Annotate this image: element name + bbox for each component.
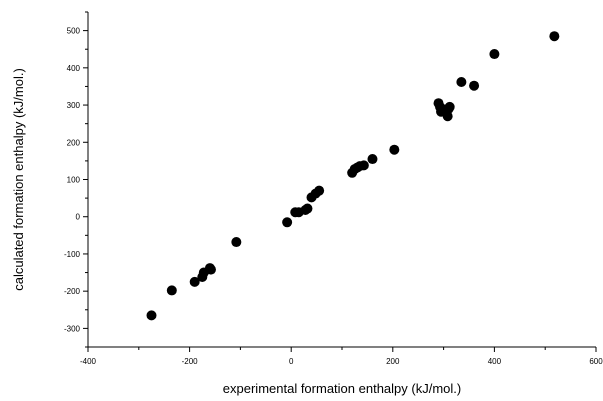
data-point xyxy=(204,263,215,274)
x-axis-ticks: -400 -200 0 200 400 600 xyxy=(80,347,603,366)
data-point xyxy=(189,276,200,287)
plot-area xyxy=(87,12,596,348)
x-tick-label: -400 xyxy=(80,357,97,366)
x-tick-label: 200 xyxy=(386,357,400,366)
y-tick-label: 100 xyxy=(67,176,81,185)
data-points xyxy=(146,31,560,321)
x-tick-label: 400 xyxy=(488,357,502,366)
y-axis-title: calculated formation enthalpy (kJ/mol.) xyxy=(11,68,26,291)
y-tick-label: -100 xyxy=(64,250,81,259)
x-tick-label: 0 xyxy=(289,357,294,366)
x-tick-label: -200 xyxy=(182,357,199,366)
y-axis-ticks: -300 -200 -100 0 100 200 300 400 500 xyxy=(64,11,88,348)
data-point xyxy=(389,144,400,155)
data-point xyxy=(456,76,467,87)
y-tick-label: -300 xyxy=(64,324,81,333)
data-point xyxy=(146,310,157,321)
data-point xyxy=(549,31,560,42)
data-point xyxy=(444,101,455,112)
data-point xyxy=(442,111,453,122)
data-point xyxy=(367,154,378,165)
data-point xyxy=(314,185,325,196)
data-point xyxy=(166,285,177,296)
y-tick-label: 300 xyxy=(67,101,81,110)
x-tick-label: 600 xyxy=(589,357,603,366)
y-tick-label: 200 xyxy=(67,138,81,147)
y-tick-label: 0 xyxy=(76,213,81,222)
y-tick-label: 400 xyxy=(67,64,81,73)
x-axis-title: experimental formation enthalpy (kJ/mol.… xyxy=(223,381,461,396)
data-point xyxy=(302,203,313,214)
data-point xyxy=(469,80,480,91)
y-tick-label: 500 xyxy=(67,27,81,36)
data-point xyxy=(358,160,369,171)
data-point xyxy=(231,237,242,248)
data-point xyxy=(282,217,293,228)
data-point xyxy=(489,49,500,60)
y-tick-label: -200 xyxy=(64,287,81,296)
